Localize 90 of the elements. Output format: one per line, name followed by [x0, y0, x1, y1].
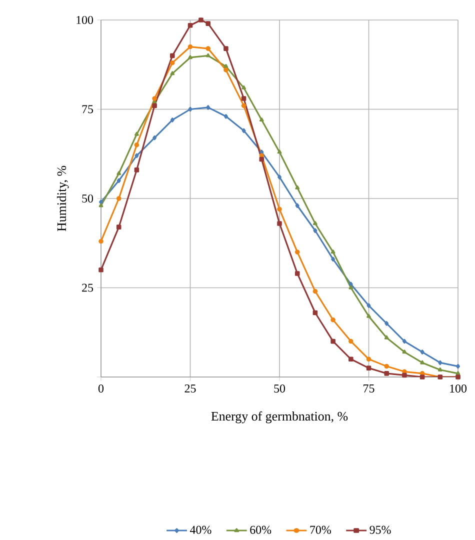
point: [366, 314, 371, 318]
x-axis-title: Energy of germbnation, %: [211, 411, 348, 424]
legend-label: 70%: [310, 526, 331, 534]
point: [170, 71, 175, 76]
point: [456, 371, 460, 376]
point: [259, 156, 264, 162]
point: [206, 53, 210, 58]
point: [384, 335, 389, 340]
legend-label: 40%: [190, 526, 212, 534]
point: [420, 374, 425, 380]
point: [402, 338, 406, 344]
point: [188, 44, 193, 50]
point: [224, 64, 228, 68]
point: [116, 178, 121, 184]
y-tick-label: 50: [82, 194, 94, 203]
point: [242, 128, 246, 134]
point: [152, 135, 157, 140]
point: [188, 22, 193, 28]
point: [134, 132, 139, 136]
point: [294, 271, 300, 276]
point: [277, 221, 282, 226]
point: [402, 350, 407, 354]
x-tick-label: 100: [450, 384, 467, 393]
point: [384, 371, 389, 376]
point: [330, 250, 336, 254]
point: [206, 21, 210, 26]
legend-label: 95%: [370, 526, 391, 534]
point: [420, 350, 424, 354]
point: [188, 106, 192, 112]
point: [312, 310, 318, 316]
point: [348, 338, 354, 344]
point: [134, 168, 140, 172]
point: [277, 206, 282, 212]
point: [313, 221, 318, 226]
y-axis-title: Humidity, %: [56, 166, 69, 232]
point: [366, 356, 372, 362]
point: [313, 228, 318, 234]
point: [224, 68, 228, 72]
point: [224, 114, 228, 119]
x-tick-label: 0: [98, 384, 104, 393]
point: [242, 85, 246, 90]
point: [224, 46, 228, 51]
point: [384, 364, 389, 369]
point: [152, 103, 157, 108]
point: [99, 200, 103, 204]
point: [420, 360, 424, 364]
point: [295, 185, 300, 190]
point: [98, 238, 104, 244]
point: [170, 53, 175, 58]
point: [348, 356, 354, 362]
point: [116, 171, 122, 176]
point: [170, 118, 174, 122]
point: [456, 364, 460, 369]
point: [294, 250, 300, 254]
point: [206, 105, 210, 110]
point: [402, 372, 407, 378]
point: [170, 60, 175, 66]
point: [134, 153, 139, 158]
point: [241, 96, 246, 101]
x-tick-label: 75: [364, 384, 374, 392]
point: [312, 288, 318, 294]
point: [188, 55, 192, 60]
point: [277, 150, 282, 154]
point: [295, 203, 300, 208]
legend-label: 60%: [250, 526, 272, 534]
y-tick-label: 75: [82, 105, 94, 114]
point: [348, 285, 354, 290]
point: [206, 46, 210, 51]
point: [278, 174, 282, 180]
point: [241, 103, 246, 108]
point: [438, 360, 442, 366]
x-tick-label: 50: [274, 384, 286, 393]
point: [98, 268, 104, 272]
point: [330, 338, 336, 344]
y-tick-label: 25: [82, 284, 94, 292]
x-tick-label: 25: [184, 384, 196, 393]
point: [134, 142, 140, 148]
point: [438, 367, 442, 372]
point: [152, 96, 157, 101]
point: [259, 118, 264, 122]
point: [331, 256, 336, 262]
point: [366, 366, 372, 370]
point: [366, 303, 371, 308]
y-tick-label: 100: [76, 16, 94, 24]
point: [384, 321, 389, 326]
point: [116, 224, 122, 230]
point: [330, 317, 336, 322]
point: [116, 196, 122, 201]
point: [98, 203, 104, 208]
point: [198, 18, 204, 22]
